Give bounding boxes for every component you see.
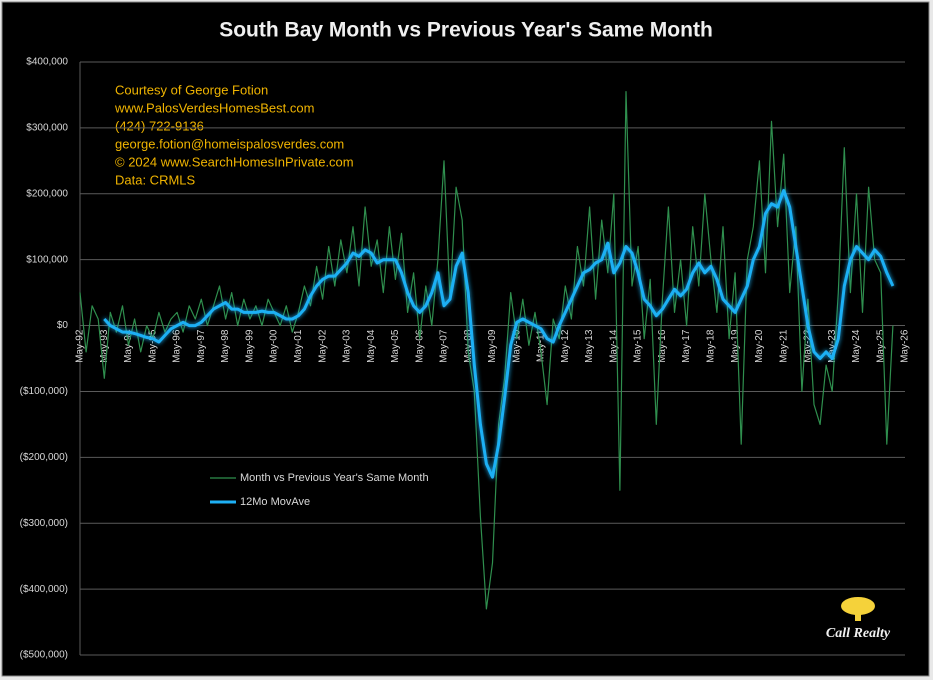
chart-title: South Bay Month vs Previous Year's Same … — [219, 19, 713, 42]
x-tick-label: May-15 — [633, 329, 644, 363]
y-tick-label: ($400,000) — [20, 584, 68, 595]
x-tick-label: May-07 — [439, 329, 450, 363]
logo-tree — [841, 597, 875, 615]
y-tick-label: $400,000 — [26, 57, 68, 68]
logo-icon — [841, 597, 875, 621]
x-tick-label: May-13 — [584, 329, 595, 363]
x-tick-label: May-03 — [342, 329, 353, 363]
x-tick-label: May-09 — [487, 329, 498, 363]
x-tick-label: May-21 — [778, 329, 789, 363]
x-tick-label: May-01 — [293, 329, 304, 363]
x-tick-label: May-00 — [269, 329, 280, 363]
annotations: Courtesy of George Fotion www.PalosVerdes… — [114, 82, 354, 187]
logo-text: Call Realty — [826, 626, 891, 641]
x-tick-label: May-18 — [706, 329, 717, 363]
y-tick-label: ($300,000) — [20, 518, 68, 529]
x-tick-label: May-17 — [681, 329, 692, 363]
x-tick-label: May-98 — [220, 329, 231, 363]
annotation: © 2024 www.SearchHomesInPrivate.com — [115, 154, 354, 169]
x-tick-label: May-25 — [875, 329, 886, 363]
annotation: www.PalosVerdesHomesBest.com — [114, 100, 314, 115]
x-tick-label: May-26 — [900, 329, 911, 363]
x-tick-label: May-95 — [147, 329, 158, 363]
x-tick-label: May-93 — [99, 329, 110, 363]
x-tick-label: May-92 — [75, 329, 86, 363]
y-tick-label: ($500,000) — [20, 650, 68, 661]
x-tick-label: May-24 — [851, 329, 862, 363]
x-tick-label: May-22 — [803, 329, 814, 363]
x-tick-label: May-02 — [317, 329, 328, 363]
x-tick-label: May-05 — [390, 329, 401, 363]
annotation: george.fotion@homeispalosverdes.com — [115, 136, 344, 151]
x-tick-label: May-99 — [244, 329, 255, 363]
x-tick-label: May-19 — [730, 329, 741, 363]
series-line — [103, 189, 895, 479]
y-tick-label: $100,000 — [26, 254, 68, 265]
x-tick-label: May-14 — [608, 329, 619, 363]
logo-trunk — [855, 612, 861, 621]
x-tick-label: May-12 — [560, 329, 571, 363]
y-tick-label: ($100,000) — [20, 386, 68, 397]
x-tick-label: May-16 — [657, 329, 668, 363]
y-tick-label: $200,000 — [26, 188, 68, 199]
annotation: Courtesy of George Fotion — [115, 82, 268, 97]
x-tick-label: May-04 — [366, 329, 377, 363]
legend-label: 12Mo MovAve — [240, 496, 310, 508]
x-tick-label: May-96 — [172, 329, 183, 363]
x-tick-label: May-11 — [536, 329, 547, 362]
y-tick-label: $300,000 — [26, 123, 68, 134]
x-tick-label: May-94 — [123, 329, 134, 363]
annotation: (424) 722-9136 — [115, 118, 204, 133]
series-line — [79, 91, 894, 610]
y-tick-label: ($200,000) — [20, 452, 68, 463]
x-tick-label: May-20 — [754, 329, 765, 363]
x-tick-label: May-10 — [511, 329, 522, 363]
x-tick-label: May-23 — [827, 329, 838, 363]
legend-label: Month vs Previous Year's Same Month — [240, 472, 429, 484]
y-tick-label: $0 — [57, 320, 69, 331]
x-tick-label: May-06 — [414, 329, 425, 363]
x-tick-label: May-97 — [196, 329, 207, 363]
annotation: Data: CRMLS — [115, 172, 196, 187]
